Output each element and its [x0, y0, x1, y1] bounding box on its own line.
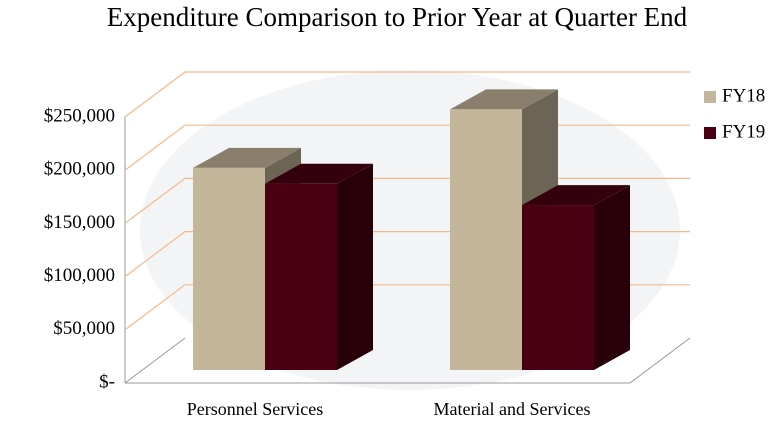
floor-edge [125, 338, 185, 383]
legend-label: FY18 [722, 85, 765, 106]
legend-swatch [704, 127, 716, 139]
bar [522, 205, 594, 370]
y-tick-label: $100,000 [44, 265, 115, 286]
bar [450, 109, 522, 370]
chart-title: Expenditure Comparison to Prior Year at … [107, 2, 688, 32]
bar-side [337, 164, 373, 370]
y-tick-label: $- [99, 371, 115, 392]
x-tick-label: Material and Services [434, 399, 591, 419]
bar-side [594, 185, 630, 370]
y-tick-label: $250,000 [44, 105, 115, 126]
bar [265, 184, 337, 370]
y-tick-label: $50,000 [53, 318, 115, 339]
chart: Expenditure Comparison to Prior Year at … [0, 0, 775, 424]
y-tick-label: $200,000 [44, 159, 115, 180]
bar [193, 168, 265, 370]
legend-swatch [704, 91, 716, 103]
x-tick-label: Personnel Services [187, 399, 323, 419]
y-tick-label: $150,000 [44, 212, 115, 233]
legend-label: FY19 [722, 121, 765, 142]
